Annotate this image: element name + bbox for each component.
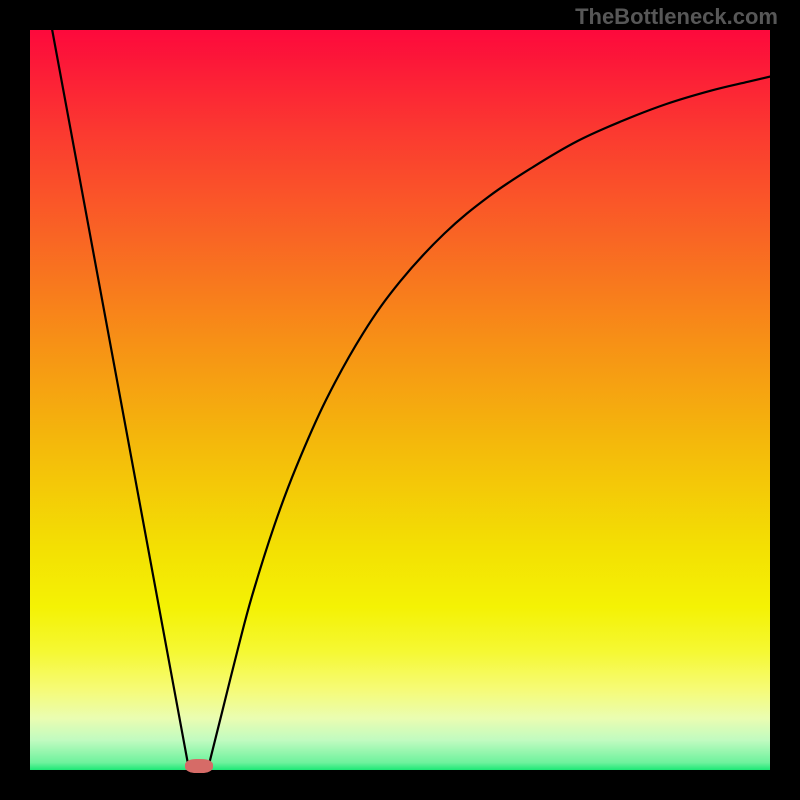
watermark-text: TheBottleneck.com: [575, 4, 778, 30]
chart-frame: TheBottleneck.com: [0, 0, 800, 800]
bottleneck-curve: [52, 30, 770, 770]
plot-area: [30, 30, 770, 770]
min-marker: [185, 759, 213, 773]
curve-layer: [30, 30, 770, 770]
